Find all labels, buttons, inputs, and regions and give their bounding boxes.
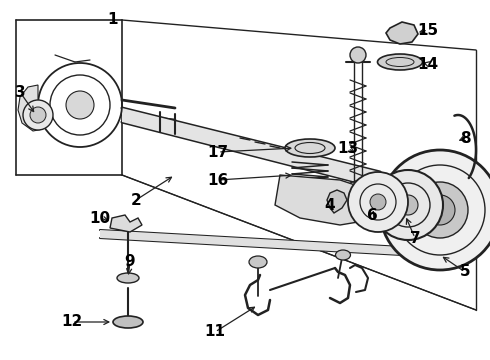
- Text: 6: 6: [367, 207, 377, 222]
- Text: 17: 17: [207, 144, 228, 159]
- Circle shape: [350, 47, 366, 63]
- Circle shape: [373, 170, 443, 240]
- Text: 8: 8: [460, 131, 470, 145]
- Polygon shape: [327, 190, 347, 213]
- Polygon shape: [275, 175, 380, 225]
- Text: 10: 10: [90, 211, 111, 225]
- Polygon shape: [22, 22, 478, 338]
- Circle shape: [348, 172, 408, 232]
- Text: 15: 15: [417, 23, 439, 37]
- Text: 7: 7: [410, 230, 420, 246]
- Ellipse shape: [113, 316, 143, 328]
- Circle shape: [425, 195, 455, 225]
- Circle shape: [398, 195, 418, 215]
- Text: 1: 1: [108, 12, 118, 27]
- Ellipse shape: [336, 250, 350, 260]
- Polygon shape: [110, 215, 142, 232]
- Text: 13: 13: [338, 140, 359, 156]
- Polygon shape: [386, 22, 418, 44]
- Polygon shape: [100, 230, 420, 256]
- Polygon shape: [122, 108, 380, 188]
- Ellipse shape: [285, 139, 335, 157]
- Circle shape: [30, 107, 46, 123]
- Circle shape: [380, 150, 490, 270]
- Circle shape: [23, 100, 53, 130]
- Ellipse shape: [249, 256, 267, 268]
- Text: 2: 2: [131, 193, 142, 207]
- Text: 16: 16: [207, 172, 229, 188]
- Text: 14: 14: [417, 57, 439, 72]
- Text: 4: 4: [325, 198, 335, 212]
- Ellipse shape: [117, 273, 139, 283]
- Ellipse shape: [377, 54, 422, 70]
- Circle shape: [66, 91, 94, 119]
- Text: 3: 3: [15, 85, 25, 99]
- Circle shape: [370, 194, 386, 210]
- Text: 12: 12: [61, 315, 83, 329]
- Text: 5: 5: [460, 265, 470, 279]
- Circle shape: [412, 182, 468, 238]
- Text: 9: 9: [124, 255, 135, 270]
- Polygon shape: [18, 85, 43, 131]
- Text: 11: 11: [204, 324, 225, 339]
